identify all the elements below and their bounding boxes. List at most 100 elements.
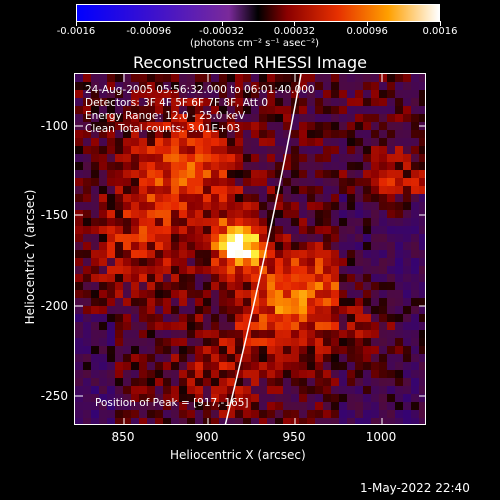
heatmap-cell [155, 82, 163, 90]
heatmap-cell [155, 274, 163, 282]
heatmap-cell [403, 234, 411, 242]
heatmap-cell [75, 386, 83, 394]
heatmap-cell [379, 218, 387, 226]
heatmap-cell [251, 322, 259, 330]
heatmap-cell [259, 274, 267, 282]
heatmap-cell [195, 298, 203, 306]
heatmap-cell [283, 226, 291, 234]
heatmap-cell [291, 378, 299, 386]
heatmap-cell [395, 306, 403, 314]
heatmap-cell [299, 242, 307, 250]
heatmap-cell [315, 362, 323, 370]
heatmap-cell [147, 314, 155, 322]
heatmap-cell [163, 378, 171, 386]
heatmap-cell [307, 98, 315, 106]
heatmap-cell [83, 242, 91, 250]
x-tick-label: 900 [195, 430, 219, 444]
heatmap-cell [139, 354, 147, 362]
heatmap-cell [219, 82, 227, 90]
heatmap-cell [331, 226, 339, 234]
heatmap-cell [347, 242, 355, 250]
heatmap-cell [227, 370, 235, 378]
heatmap-cell [363, 170, 371, 178]
heatmap-cell [235, 258, 243, 266]
heatmap-cell [235, 282, 243, 290]
heatmap-cell [91, 242, 99, 250]
heatmap-cell [107, 266, 115, 274]
heatmap-cell [99, 370, 107, 378]
heatmap-cell [411, 114, 419, 122]
heatmap-cell [387, 202, 395, 210]
heatmap-cell [299, 258, 307, 266]
heatmap-cell [403, 90, 411, 98]
heatmap-cell [179, 306, 187, 314]
heatmap-cell [363, 314, 371, 322]
heatmap-cell [179, 114, 187, 122]
heatmap-cell [155, 122, 163, 130]
heatmap-cell [331, 98, 339, 106]
heatmap-cell [99, 274, 107, 282]
heatmap-cell [315, 378, 323, 386]
heatmap-cell [331, 378, 339, 386]
heatmap-cell [163, 234, 171, 242]
heatmap-cell [283, 354, 291, 362]
heatmap-cell [315, 98, 323, 106]
heatmap-cell [115, 338, 123, 346]
heatmap-cell [203, 122, 211, 130]
heatmap-cell [179, 218, 187, 226]
heatmap-cell [403, 194, 411, 202]
heatmap-cell [91, 322, 99, 330]
heatmap-cell [179, 90, 187, 98]
heatmap-cell [275, 266, 283, 274]
heatmap-cell [203, 218, 211, 226]
heatmap-cell [115, 306, 123, 314]
info-time-range: 24-Aug-2005 05:56:32.000 to 06:01:40.000 [85, 84, 315, 96]
heatmap-cell [243, 282, 251, 290]
heatmap-cell [323, 362, 331, 370]
heatmap-cell [347, 394, 355, 402]
heatmap-cell [379, 330, 387, 338]
heatmap-cell [235, 346, 243, 354]
heatmap-cell [179, 226, 187, 234]
heatmap-cell [195, 202, 203, 210]
heatmap-cell [355, 202, 363, 210]
heatmap-cell [275, 394, 283, 402]
heatmap-cell [235, 330, 243, 338]
heatmap-cell [195, 314, 203, 322]
heatmap-cell [107, 218, 115, 226]
heatmap-cell [379, 362, 387, 370]
heatmap-cell [331, 202, 339, 210]
heatmap-cell [235, 226, 243, 234]
heatmap-cell [131, 90, 139, 98]
heatmap-cell [155, 338, 163, 346]
heatmap-cell [403, 106, 411, 114]
heatmap-cell [131, 170, 139, 178]
heatmap-cell [155, 98, 163, 106]
heatmap-cell [115, 90, 123, 98]
heatmap-cell [379, 122, 387, 130]
heatmap-cell [131, 138, 139, 146]
heatmap-cell [139, 242, 147, 250]
heatmap-cell [227, 194, 235, 202]
heatmap-cell [187, 98, 195, 106]
heatmap-cell [123, 354, 131, 362]
heatmap-cell [339, 386, 347, 394]
heatmap-cell [259, 186, 267, 194]
heatmap-cell [331, 154, 339, 162]
heatmap-cell [411, 250, 419, 258]
heatmap-cell [315, 386, 323, 394]
heatmap-cell [147, 162, 155, 170]
heatmap-cell [163, 386, 171, 394]
heatmap-cell [107, 282, 115, 290]
heatmap-cell [323, 202, 331, 210]
heatmap-cell [283, 266, 291, 274]
heatmap-cell [363, 290, 371, 298]
heatmap-cell [147, 282, 155, 290]
heatmap-cell [315, 258, 323, 266]
heatmap-cell [139, 82, 147, 90]
heatmap-cell [347, 170, 355, 178]
heatmap-cell [307, 322, 315, 330]
heatmap-cell [203, 106, 211, 114]
heatmap-cell [163, 146, 171, 154]
colorbar-gradient [77, 5, 439, 21]
